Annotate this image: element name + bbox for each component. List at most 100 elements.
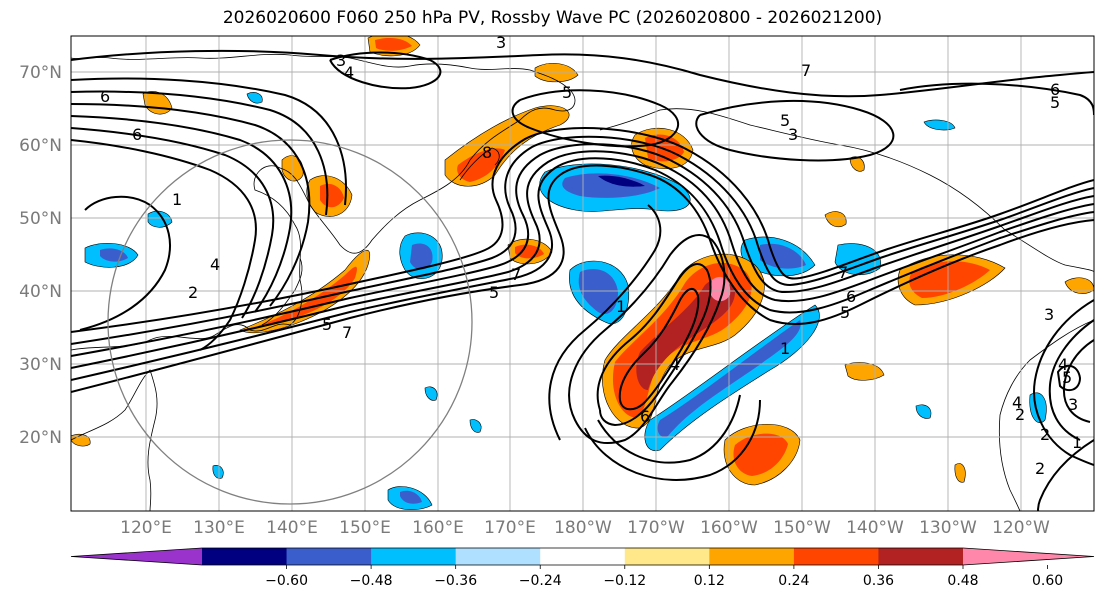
contour-label: 5 [322,315,332,334]
positive-anomaly-region [954,463,966,483]
contour-label: 2 [188,283,198,302]
reference-circle [107,139,473,505]
coastline-alaska [599,108,1094,273]
lon-tick-label: 160°E [412,518,464,538]
pv-contour [329,51,442,90]
colorbar-bin [540,548,626,565]
contour-label: 5 [1062,368,1072,387]
pv-contour [71,90,329,216]
lon-tick-label: 150°E [339,518,391,538]
positive-anomaly-region [320,183,344,208]
negative-anomaly-region [246,92,263,104]
pv-contour [71,77,347,206]
negative-anomaly-region [410,243,433,270]
positive-anomaly-region [375,38,412,51]
contour-label: 4 [1012,393,1022,412]
positive-anomaly-region [710,276,731,302]
lon-tick-label: 170°E [484,518,536,538]
pv-contour [596,263,712,427]
coastline-japan [261,257,303,326]
negative-anomaly-region [598,175,645,187]
contour-label: 7 [342,323,352,342]
pv-contour [1048,319,1094,441]
colorbar-tick-label: −0.60 [265,573,308,589]
contour-label: 4 [344,63,354,82]
contour-label: 2 [1015,405,1025,424]
colorbar-extend-min [71,548,202,565]
contour-label: 6 [100,87,110,106]
contour-label: 4 [210,255,220,274]
contour-label: 5 [840,303,850,322]
lat-tick-label: 20°N [19,428,62,448]
contour-label: 4 [1058,355,1068,374]
colorbar-bin [878,548,964,565]
colorbar-tick-label: −0.36 [434,573,477,589]
colorbar-tick-label: 0.36 [863,573,894,589]
colorbar-tick-label: 0.12 [694,573,725,589]
colorbar-bin [455,548,541,565]
contour-label: 3 [1044,305,1054,324]
colorbar-bin [371,548,457,565]
pv-contour [568,234,726,445]
contour-label: 2 [1035,459,1045,478]
contour-label: 7 [511,265,521,284]
contour-label: 5 [780,111,790,130]
contour-label: 6 [846,287,856,306]
contour-label: 3 [496,33,506,52]
colorbar-bin [286,548,372,565]
contour-label: 6 [1050,80,1060,99]
pv-contour [511,89,680,148]
colorbar-extend-max [963,548,1094,565]
negative-anomaly-region [469,419,482,433]
contour-label: 1 [780,339,790,358]
positive-anomaly-region [258,266,357,327]
lon-tick-label: 130°E [193,518,245,538]
colorbar-tick-label: 0.48 [947,573,978,589]
pv-contour [71,49,1094,98]
positive-anomaly-region [909,261,990,298]
colorbar-tick-label: 0.24 [778,573,809,589]
contour-label: 3 [336,51,346,70]
negative-anomaly-region [100,248,128,262]
coastline-kamchatka [459,147,500,181]
lat-tick-label: 40°N [19,282,62,302]
coastline-se-asia [71,369,158,511]
contour-label: 4 [670,355,680,374]
pv-contour [618,288,700,411]
positive-anomaly-region [824,211,847,227]
pv-contour [584,399,761,481]
negative-anomaly-region [424,386,438,401]
pv-contour [71,135,1094,345]
map-title: 2026020600 F060 250 hPa PV, Rossby Wave … [222,8,883,28]
contour-label: 3 [1068,395,1078,414]
lat-tick-label: 60°N [19,136,62,156]
colorbar-bin [202,548,288,565]
lon-tick-label: 170°W [627,518,685,538]
negative-anomaly-region [400,490,422,504]
lon-tick-label: 180°W [554,518,612,538]
negative-anomaly-region [578,269,618,314]
colorbar-tick-label: −0.12 [603,573,646,589]
lat-tick-label: 30°N [19,355,62,375]
contour-label: 5 [1050,93,1060,112]
lon-tick-label: 140°W [846,518,904,538]
contour-label: 7 [801,61,811,80]
positive-anomaly-region [1064,277,1094,294]
contour-label: 1 [1072,433,1082,452]
positive-anomaly-region [636,279,735,390]
lon-tick-label: 120°E [120,518,172,538]
contour-label: 5 [489,283,499,302]
pv-contour [899,82,1094,116]
contour-label: 3 [788,125,798,144]
colorbar-bin [793,548,879,565]
colorbar-bin [709,548,795,565]
colorbar-tick-label: 0.60 [1032,573,1063,589]
pv-contour [548,204,662,441]
pv-contour [695,99,895,162]
contour-label: 1 [172,190,182,209]
lat-tick-label: 50°N [19,209,62,229]
negative-anomaly-region [562,173,660,198]
negative-anomaly-region [915,404,932,419]
contour-label: 8 [482,143,492,162]
pv-contour [71,150,1094,369]
